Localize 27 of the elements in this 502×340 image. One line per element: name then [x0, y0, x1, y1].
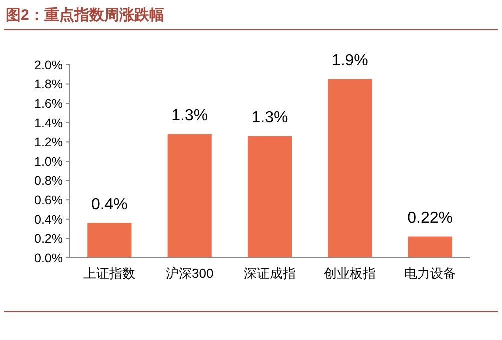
x-tick-label: 电力设备 — [404, 266, 456, 281]
x-tick-label: 沪深300 — [166, 266, 214, 281]
x-tick-label: 深证成指 — [244, 266, 296, 281]
data-label: 0.4% — [91, 196, 128, 214]
y-tick-label: 1.2% — [34, 136, 63, 150]
chart-title: 图2：重点指数周涨跌幅 — [6, 7, 164, 24]
y-tick-label: 1.8% — [34, 78, 63, 92]
x-tick-label: 上证指数 — [84, 266, 136, 281]
y-tick-label: 1.6% — [34, 96, 63, 111]
data-label: 1.3% — [172, 107, 208, 124]
data-label: 1.9% — [332, 52, 368, 70]
bar — [408, 236, 452, 258]
y-tick-label: 1.0% — [34, 154, 63, 169]
y-tick-label: 0.6% — [34, 193, 63, 208]
data-label: 1.3% — [252, 109, 288, 126]
data-label: 0.22% — [408, 210, 454, 227]
y-tick-label: 2.0% — [34, 58, 63, 72]
bar — [88, 223, 132, 258]
y-tick-label: 1.4% — [34, 116, 63, 130]
y-tick-label: 0.4% — [34, 212, 63, 227]
bar — [328, 79, 372, 258]
y-tick-label: 0.8% — [34, 174, 63, 188]
y-tick-label: 0.0% — [34, 251, 63, 266]
y-tick-label: 0.2% — [34, 232, 63, 246]
bar — [168, 134, 212, 258]
bar — [248, 136, 292, 258]
x-tick-label: 创业板指 — [324, 266, 376, 281]
